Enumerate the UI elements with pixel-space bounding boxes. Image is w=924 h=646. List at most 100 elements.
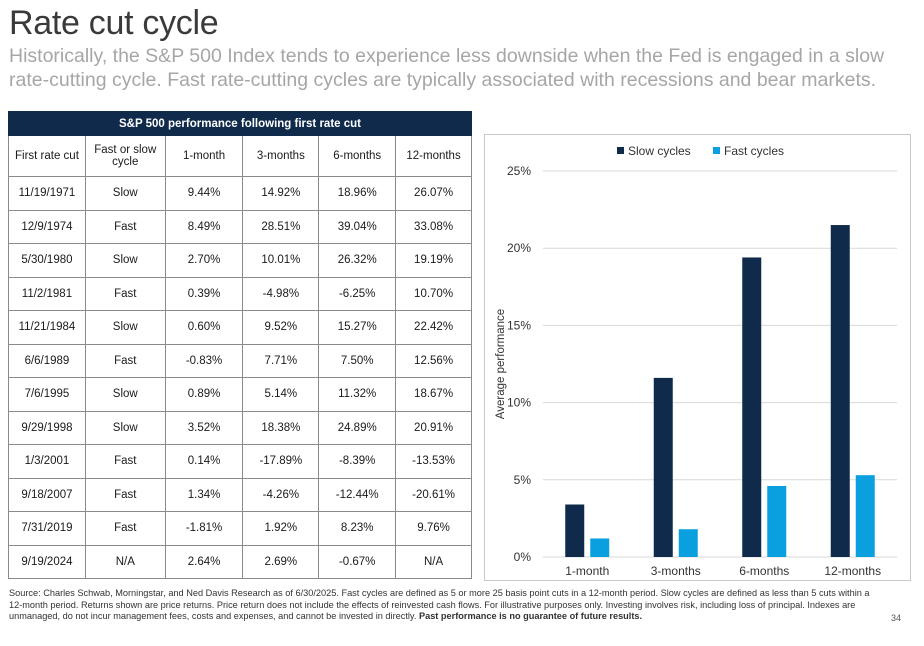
bar-fast-3 (855, 475, 875, 557)
table-cell: 26.32% (318, 243, 397, 278)
table-cell: 3.52% (164, 410, 244, 445)
table-cell: Fast (84, 477, 166, 512)
table-cell: 33.08% (395, 209, 472, 244)
table-cell: 2.64% (164, 544, 244, 579)
legend-label: Slow cycles (628, 144, 691, 158)
bar-fast-2 (767, 485, 787, 557)
table-cell: Slow (84, 243, 166, 278)
table-cell: 6/6/1989 (8, 343, 86, 378)
bar-slow-3 (830, 225, 850, 557)
table-cell: 20.91% (395, 410, 472, 445)
table-cell: 11/2/1981 (8, 276, 86, 311)
bar-slow-2 (742, 257, 762, 557)
table-cell: 12.56% (395, 343, 472, 378)
legend-label: Fast cycles (724, 144, 784, 158)
table-cell: 2.70% (164, 243, 244, 278)
x-tick-label: 3-months (651, 564, 701, 578)
table-cell: 0.14% (164, 444, 244, 479)
table-cell: 1.34% (164, 477, 244, 512)
column-header: 1-month (164, 135, 244, 177)
table-row: 11/2/1981 Fast 0.39% -4.98% -6.25% 10.70% (8, 276, 472, 311)
table-cell: -6.25% (318, 276, 397, 311)
table-row: 9/18/2007 Fast 1.34% -4.26% -12.44% -20.61% (8, 477, 472, 512)
table-row: 11/21/1984 Slow 0.60% 9.52% 15.27% 22.42% (8, 310, 472, 345)
page-number: 34 (891, 613, 902, 623)
table-cell: 9/19/2024 (8, 544, 86, 579)
table-cell: 8.49% (164, 209, 244, 244)
performance-table: S&P 500 performance following first rate… (8, 111, 472, 579)
table-cell: 12/9/1974 (8, 209, 86, 244)
page-subtitle: Historically, the S&P 500 Index tends to… (9, 45, 885, 91)
table-cell: -0.83% (164, 343, 244, 378)
y-tick-label: 5% (514, 473, 532, 487)
table-cell: 11/21/1984 (8, 310, 86, 345)
y-tick-label: 15% (507, 318, 531, 332)
table-cell: 7.50% (318, 343, 397, 378)
table-cell: 14.92% (242, 176, 320, 211)
table-cell: Slow (84, 377, 166, 412)
table-cell: 11/19/1971 (8, 176, 86, 211)
bar-chart: 0% 5% 10% 15% 20% 25% Average performance 1-mon… (484, 134, 911, 581)
table-cell: -17.89% (242, 444, 320, 479)
table-cell: 9/18/2007 (8, 477, 86, 512)
table-cell: Fast (84, 209, 166, 244)
footnote-text: Source: Charles Schwab, Morningstar, and… (9, 588, 870, 621)
table-cell: Slow (84, 410, 166, 445)
table-cell: 7/31/2019 (8, 511, 86, 546)
table-cell: 1.92% (242, 511, 320, 546)
bar-fast-1 (678, 529, 698, 557)
table-cell: 0.89% (164, 377, 244, 412)
table-row: 12/9/1974 Fast 8.49% 28.51% 39.04% 33.08% (8, 209, 472, 244)
column-header: 3-months (242, 135, 320, 177)
table-cell: 18.67% (395, 377, 472, 412)
table-cell: N/A (84, 544, 166, 579)
table-cell: 5/30/1980 (8, 243, 86, 278)
table-cell: 9/29/1998 (8, 410, 86, 445)
y-axis-label: Average performance (495, 309, 507, 419)
x-tick-label: 12-months (824, 564, 881, 578)
table-cell: Fast (84, 444, 166, 479)
column-header: First rate cut (8, 135, 86, 177)
table-cell: 15.27% (318, 310, 397, 345)
x-tick-label: 6-months (739, 564, 789, 578)
bar-chart-svg: 0% 5% 10% 15% 20% 25% Average performance 1-mon… (495, 144, 897, 578)
table-cell: 9.52% (242, 310, 320, 345)
column-header: 12-months (395, 135, 472, 177)
table-cell: -1.81% (164, 511, 244, 546)
table-cell: 19.19% (395, 243, 472, 278)
table-cell: -4.26% (242, 477, 320, 512)
table-cell: 10.01% (242, 243, 320, 278)
table-cell: -13.53% (395, 444, 472, 479)
table-cell: 39.04% (318, 209, 397, 244)
table-cell: -0.67% (318, 544, 397, 579)
table-cell: 22.42% (395, 310, 472, 345)
table-cell: Fast (84, 276, 166, 311)
bar-slow-0 (565, 504, 585, 557)
table-row: 9/19/2024 N/A 2.64% 2.69% -0.67% N/A (8, 544, 472, 579)
table-cell: Fast (84, 511, 166, 546)
y-tick-label: 0% (514, 550, 532, 564)
table-row: 5/30/1980 Slow 2.70% 10.01% 26.32% 19.19% (8, 243, 472, 278)
table-cell: 0.39% (164, 276, 244, 311)
y-tick-label: 25% (507, 164, 531, 178)
table-cell: 7/6/1995 (8, 377, 86, 412)
table-row: 7/6/1995 Slow 0.89% 5.14% 11.32% 18.67% (8, 377, 472, 412)
table-cell: 9.44% (164, 176, 244, 211)
legend-swatch (617, 147, 624, 154)
table-cell: 26.07% (395, 176, 472, 211)
column-header: 6-months (318, 135, 397, 177)
footnote-disclaimer: Past performance is no guarantee of futu… (418, 611, 643, 621)
table-cell: Slow (84, 176, 166, 211)
table-cell: N/A (395, 544, 472, 579)
page-title: Rate cut cycle (9, 4, 219, 42)
y-tick-label: 10% (507, 396, 531, 410)
table-row: 7/31/2019 Fast -1.81% 1.92% 8.23% 9.76% (8, 511, 472, 546)
bar-fast-0 (590, 538, 610, 557)
bar-slow-1 (653, 377, 673, 557)
table-row: 6/6/1989 Fast -0.83% 7.71% 7.50% 12.56% (8, 343, 472, 378)
table-cell: 1/3/2001 (8, 444, 86, 479)
table-cell: 7.71% (242, 343, 320, 378)
table-cell: -8.39% (318, 444, 397, 479)
table-cell: -4.98% (242, 276, 320, 311)
table-caption: S&P 500 performance following first rate… (8, 111, 472, 136)
